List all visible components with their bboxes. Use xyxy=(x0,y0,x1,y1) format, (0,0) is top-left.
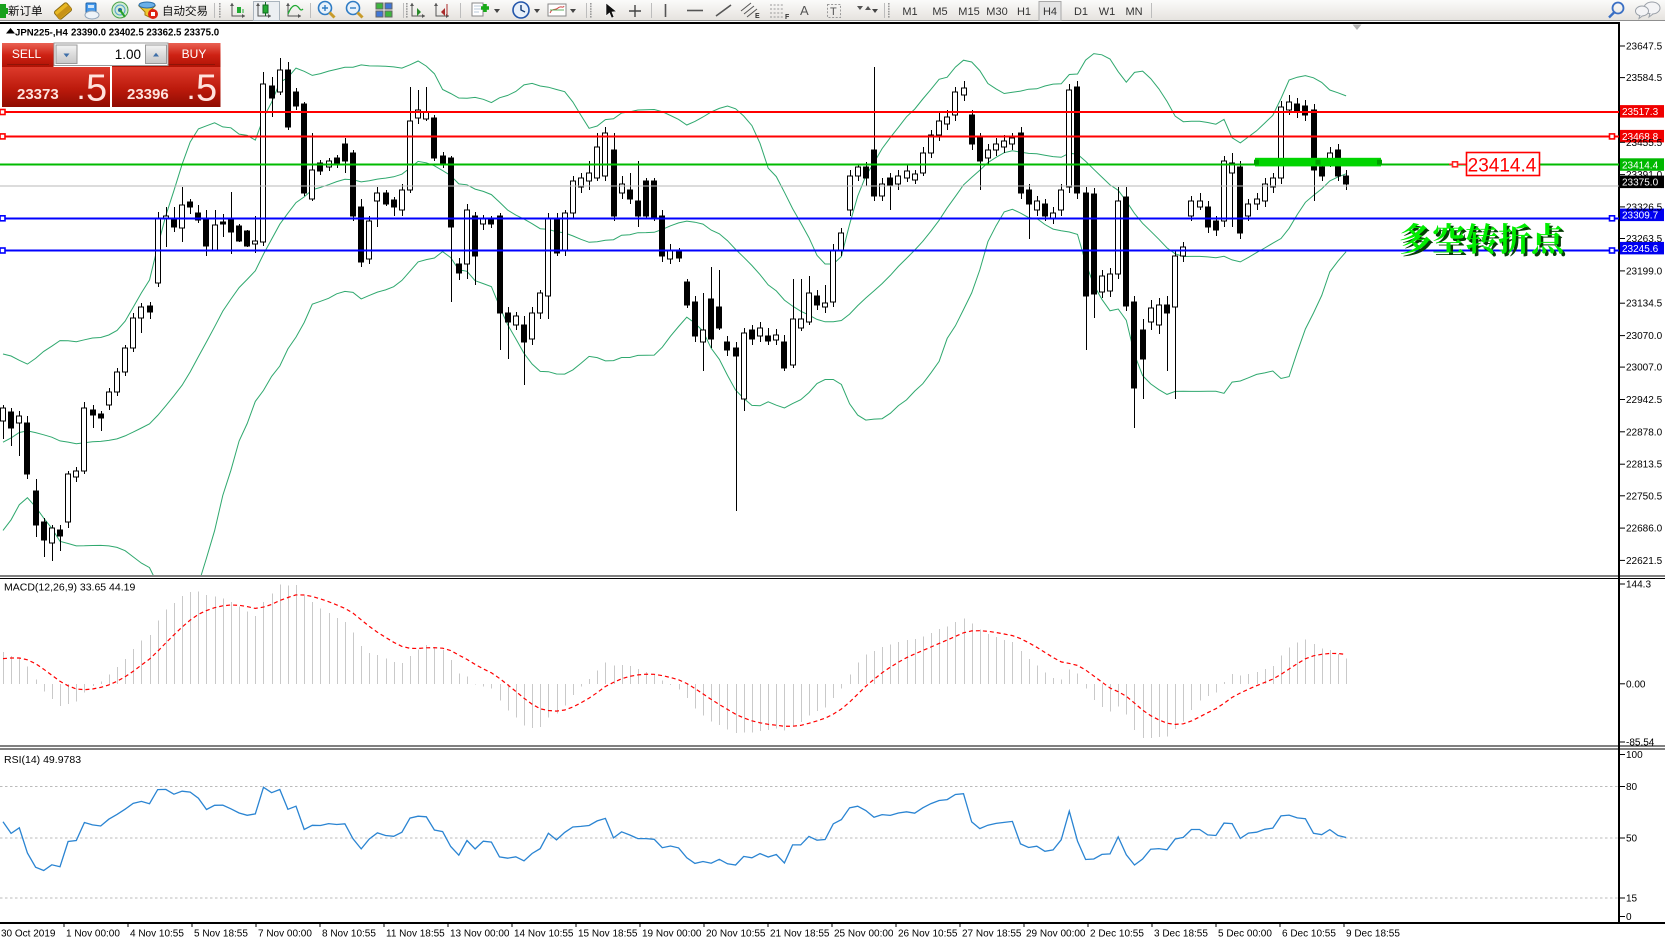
svg-text:23468.8: 23468.8 xyxy=(1622,132,1659,143)
svg-text:21 Nov 18:55: 21 Nov 18:55 xyxy=(770,929,830,940)
svg-text:23390.0 23402.5 23362.5 23375.: 23390.0 23402.5 23362.5 23375.0 xyxy=(71,28,219,39)
svg-text:1.00: 1.00 xyxy=(115,47,141,62)
svg-text:23517.3: 23517.3 xyxy=(1622,107,1659,118)
svg-text:5: 5 xyxy=(196,68,217,110)
svg-text:23647.5: 23647.5 xyxy=(1626,42,1663,53)
svg-text:E: E xyxy=(755,13,760,20)
svg-text:23455.5: 23455.5 xyxy=(1626,138,1663,149)
svg-text:0.00: 0.00 xyxy=(1626,679,1646,690)
svg-text:23007.0: 23007.0 xyxy=(1626,363,1663,374)
svg-text:5: 5 xyxy=(86,68,107,110)
svg-text:SELL: SELL xyxy=(12,47,42,61)
svg-text:23373: 23373 xyxy=(17,86,59,103)
svg-text:22750.5: 22750.5 xyxy=(1626,491,1663,502)
svg-text:23263.5: 23263.5 xyxy=(1626,234,1663,245)
svg-text:22686.0: 22686.0 xyxy=(1626,524,1663,535)
svg-text:23245.6: 23245.6 xyxy=(1622,244,1659,255)
svg-text:T: T xyxy=(830,6,837,18)
svg-text:23375.0: 23375.0 xyxy=(1622,178,1659,189)
svg-text:23414.4: 23414.4 xyxy=(1622,160,1659,171)
svg-text:3 Dec 18:55: 3 Dec 18:55 xyxy=(1154,929,1208,940)
svg-text:23414.4: 23414.4 xyxy=(1468,156,1537,177)
svg-text:M15: M15 xyxy=(958,6,979,18)
svg-text:9 Dec 18:55: 9 Dec 18:55 xyxy=(1346,929,1400,940)
svg-text:29 Nov 00:00: 29 Nov 00:00 xyxy=(1026,929,1086,940)
svg-text:15: 15 xyxy=(1626,894,1638,905)
svg-text:23396: 23396 xyxy=(127,86,169,103)
svg-text:23309.7: 23309.7 xyxy=(1622,211,1659,222)
svg-text:M30: M30 xyxy=(986,6,1007,18)
svg-text:0: 0 xyxy=(1626,912,1632,923)
svg-text:11 Nov 18:55: 11 Nov 18:55 xyxy=(386,929,445,940)
svg-text:.: . xyxy=(188,79,194,104)
svg-text:H1: H1 xyxy=(1017,6,1031,18)
svg-text:22813.5: 22813.5 xyxy=(1626,460,1663,471)
svg-text:D1: D1 xyxy=(1074,6,1088,18)
svg-text:W1: W1 xyxy=(1099,6,1116,18)
svg-text:23391.0: 23391.0 xyxy=(1626,170,1663,181)
svg-text:RSI(14) 49.9783: RSI(14) 49.9783 xyxy=(4,754,81,766)
svg-text:H4: H4 xyxy=(1043,6,1057,18)
svg-text:.: . xyxy=(78,79,84,104)
svg-text:27 Nov 18:55: 27 Nov 18:55 xyxy=(962,929,1022,940)
svg-text:MACD(12,26,9) 33.65 44.19: MACD(12,26,9) 33.65 44.19 xyxy=(4,582,135,594)
svg-text:144.3: 144.3 xyxy=(1626,580,1651,591)
svg-text:25 Nov 00:00: 25 Nov 00:00 xyxy=(834,929,894,940)
svg-text:5 Nov 18:55: 5 Nov 18:55 xyxy=(194,929,248,940)
svg-text:23326.5: 23326.5 xyxy=(1626,202,1663,213)
svg-text:A: A xyxy=(800,3,809,18)
svg-text:-85.54: -85.54 xyxy=(1626,738,1655,749)
svg-text:15 Nov 18:55: 15 Nov 18:55 xyxy=(578,929,638,940)
svg-text:19 Nov 00:00: 19 Nov 00:00 xyxy=(642,929,702,940)
svg-text:23134.5: 23134.5 xyxy=(1626,299,1663,310)
svg-text:50: 50 xyxy=(1626,834,1638,845)
svg-text:20 Nov 10:55: 20 Nov 10:55 xyxy=(706,929,766,940)
svg-text:22621.5: 22621.5 xyxy=(1626,556,1663,567)
svg-text:5 Dec 00:00: 5 Dec 00:00 xyxy=(1218,929,1272,940)
svg-text:M5: M5 xyxy=(932,6,947,18)
svg-text:4 Nov 10:55: 4 Nov 10:55 xyxy=(130,929,184,940)
svg-text:8 Nov 10:55: 8 Nov 10:55 xyxy=(322,929,376,940)
svg-text:MN: MN xyxy=(1125,6,1142,18)
svg-text:2 Dec 10:55: 2 Dec 10:55 xyxy=(1090,929,1144,940)
svg-text:30 Oct 2019: 30 Oct 2019 xyxy=(1,929,56,940)
svg-text:23584.5: 23584.5 xyxy=(1626,73,1663,84)
svg-text:100: 100 xyxy=(1626,750,1643,761)
svg-text:14 Nov 10:55: 14 Nov 10:55 xyxy=(514,929,574,940)
svg-text:1 Nov 00:00: 1 Nov 00:00 xyxy=(66,929,120,940)
svg-text:22942.5: 22942.5 xyxy=(1626,395,1663,406)
svg-text:JPN225-,H4: JPN225-,H4 xyxy=(15,28,68,39)
svg-text:F: F xyxy=(785,14,790,21)
svg-text:26 Nov 10:55: 26 Nov 10:55 xyxy=(898,929,958,940)
svg-text:13 Nov 00:00: 13 Nov 00:00 xyxy=(450,929,510,940)
svg-text:23199.0: 23199.0 xyxy=(1626,266,1663,277)
svg-text:6 Dec 10:55: 6 Dec 10:55 xyxy=(1282,929,1336,940)
svg-text:80: 80 xyxy=(1626,782,1638,793)
svg-text:M1: M1 xyxy=(902,6,917,18)
svg-text:23070.0: 23070.0 xyxy=(1626,331,1663,342)
svg-text:BUY: BUY xyxy=(182,47,207,61)
svg-text:22878.0: 22878.0 xyxy=(1626,427,1663,438)
svg-text:7 Nov 00:00: 7 Nov 00:00 xyxy=(258,929,312,940)
